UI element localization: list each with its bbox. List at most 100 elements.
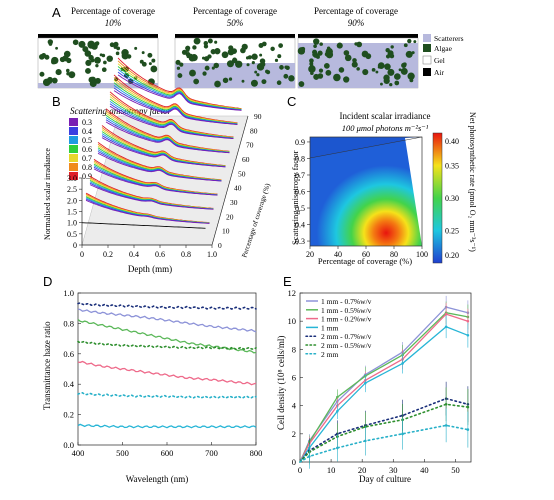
b-ytick-label: 2.0 [67, 196, 77, 205]
b-xtick-label: 0.4 [129, 250, 139, 259]
data-point [336, 395, 339, 399]
algae-cell [354, 42, 358, 46]
cbar-tick-label: 0.20 [445, 251, 459, 260]
xtick-label: 20 [358, 465, 367, 475]
algae-cell [109, 42, 115, 48]
data-point [444, 312, 448, 316]
ytick-label: 0.0 [63, 440, 74, 450]
algae-cell [68, 71, 76, 79]
legend-swatch-g0.5 [69, 136, 78, 144]
b-ztick-label: 40 [234, 184, 242, 193]
algae-cell [42, 78, 51, 87]
algae-cell [250, 79, 258, 87]
algae-cell [247, 55, 252, 60]
legend-label-g0.7: 0.7 [82, 154, 92, 163]
algae-cell [338, 67, 345, 73]
panel-e-letter: E [283, 274, 292, 289]
algae-cell [55, 46, 58, 50]
legend-label-g0.4: 0.4 [82, 127, 92, 136]
ytick-label: 0.6 [63, 349, 74, 359]
legend-label-gel: Gel [434, 56, 445, 65]
algae-cell [201, 56, 205, 60]
algae-cell [318, 68, 324, 73]
algae-cell [261, 41, 267, 47]
algae-cell [38, 54, 45, 60]
algae-cell [371, 67, 376, 72]
algae-cell [251, 53, 258, 60]
c-xtick-label: 60 [362, 250, 370, 259]
algae-cell [203, 40, 209, 46]
data-point [466, 428, 470, 431]
heatmap-edge [309, 136, 423, 159]
panel-d-xlabel: Wavelength (nm) [126, 474, 189, 484]
algae-cell [66, 68, 70, 73]
algae-cell [375, 70, 379, 74]
panel-d-ylabel: Transmittance haze ratio [42, 321, 52, 410]
data-point [444, 424, 448, 427]
algae-cell [240, 47, 246, 54]
panel-c-axes: 20 40 60 80 100 0.3 0.4 0.5 0.6 0.7 0.8 0.9 [295, 138, 428, 259]
algae-cell [325, 51, 334, 59]
b-curve [93, 168, 218, 196]
legend-label-scatterers: Scatterers [434, 34, 464, 43]
legend-swatch-g0.6 [69, 145, 78, 153]
panel-a-titles: Percentage of coverage 10% Percentage of… [71, 6, 398, 28]
algae-cell [202, 71, 207, 76]
legend-label-g0.8: 0.8 [82, 163, 92, 172]
b-ztick-label: 70 [246, 141, 254, 150]
b-ytick-label: 0 [73, 241, 77, 250]
legend-label-6: 2 mm [321, 350, 338, 359]
data-point [308, 455, 311, 458]
xtick-label: 600 [161, 448, 174, 458]
algae-cell [175, 59, 181, 65]
colorbar [432, 132, 443, 264]
xtick-label: 50 [451, 465, 460, 475]
panel-c-subtitle: 100 μmol photons m⁻²s⁻¹ [342, 123, 429, 133]
algae-cell [317, 50, 323, 56]
algae-cell [315, 54, 320, 59]
b-z-axis [211, 115, 249, 246]
panel-b-xlabel: Depth (mm) [128, 264, 172, 274]
xtick-label: 10 [327, 465, 336, 475]
ytick-label: 0.8 [63, 318, 74, 328]
algae-cell [51, 59, 56, 65]
panel-e-legend: 1 mm - 0.7%w/v1 mm - 0.5%w/v1 mm - 0.2%w… [305, 297, 372, 359]
algae-cell [297, 47, 306, 55]
strip-1-value: 10% [105, 18, 122, 28]
b-ztick-label: 60 [242, 155, 250, 164]
series-line-6 [77, 423, 257, 429]
ytick-label: 12 [288, 288, 297, 298]
algae-cell [214, 40, 218, 44]
data-point [336, 410, 339, 413]
b-ztick-label: 20 [226, 212, 234, 221]
b-ytick-label: 0.5 [67, 230, 77, 239]
strip-1-air [38, 34, 158, 38]
algae-cell [72, 39, 79, 46]
b-curve [81, 222, 206, 229]
algae-cell [94, 56, 101, 64]
b-xtick-label: 0.2 [103, 250, 113, 259]
algae-cell [254, 70, 258, 74]
algae-cell [186, 54, 190, 59]
panel-a-letter: A [52, 5, 61, 20]
strip-3-air [298, 34, 418, 38]
algae-cell [231, 57, 238, 64]
algae-cell [261, 79, 267, 85]
algae-cell [189, 69, 196, 77]
c-xtick-label: 100 [416, 250, 428, 259]
algae-cell [312, 52, 318, 58]
legend-swatch-g0.3 [69, 118, 78, 126]
panel-b-legend: 0.30.40.50.60.70.80.9 [69, 118, 92, 181]
c-ytick-label: 0.9 [295, 138, 305, 147]
data-point [466, 319, 470, 323]
algae-cell [385, 54, 391, 59]
plot-frame [77, 292, 257, 446]
data-point [466, 405, 470, 409]
legend-swatch-g0.9 [69, 172, 78, 180]
algae-cell [313, 38, 320, 45]
algae-cell [39, 71, 45, 77]
data-point [466, 333, 470, 337]
algae-cell [44, 54, 50, 60]
algae-cell [284, 65, 288, 69]
